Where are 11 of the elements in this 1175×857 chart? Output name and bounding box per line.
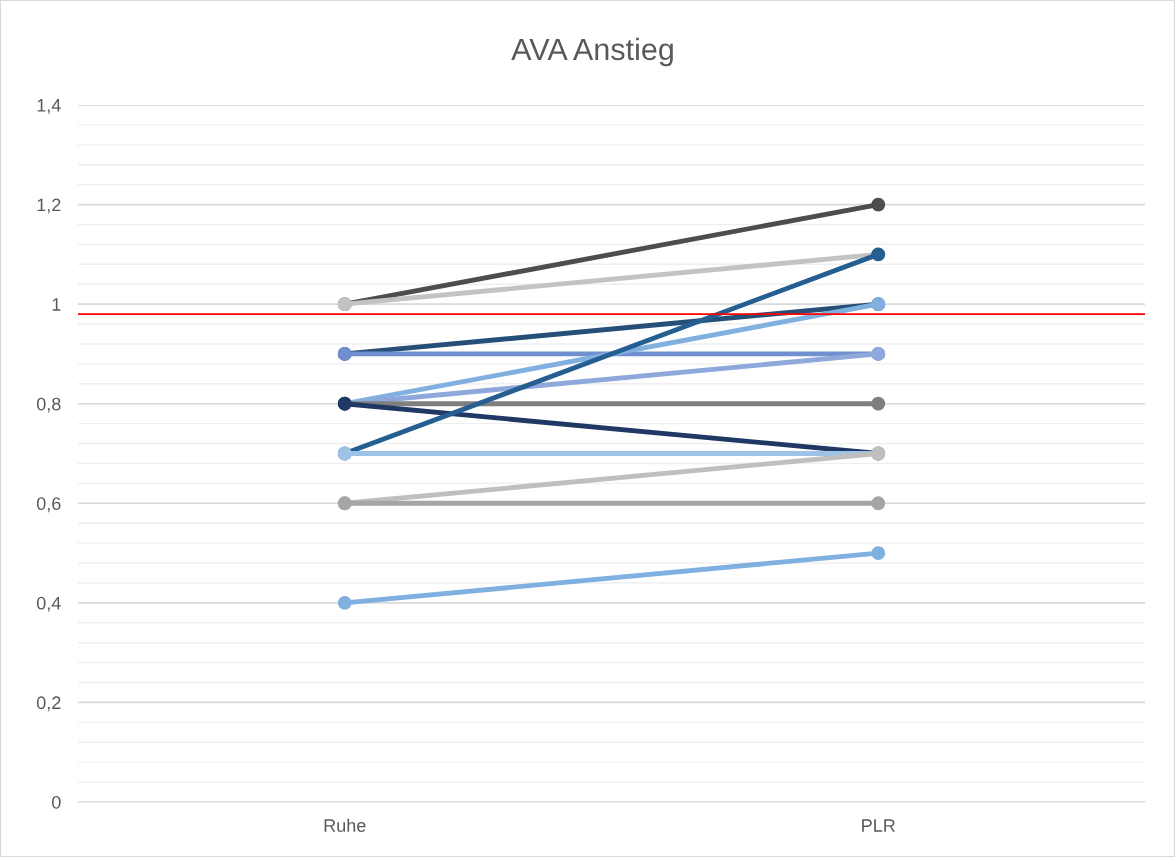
y-tick-label: 1 xyxy=(52,298,61,311)
chart-title: AVA Anstieg xyxy=(511,37,673,67)
y-tick-label: 0,2 xyxy=(36,696,61,712)
y-tick-label: 0,8 xyxy=(36,397,61,413)
y-tick-label: 1,2 xyxy=(37,198,61,214)
y-tick-label: 1,4 xyxy=(37,99,61,114)
x-tick-label: PLR xyxy=(862,819,895,832)
y-tick-label: 0,6 xyxy=(36,497,61,513)
x-tick-label: Ruhe xyxy=(324,818,366,832)
y-tick-label: 0 xyxy=(52,795,61,809)
y-tick-label: 0,4 xyxy=(36,596,61,612)
